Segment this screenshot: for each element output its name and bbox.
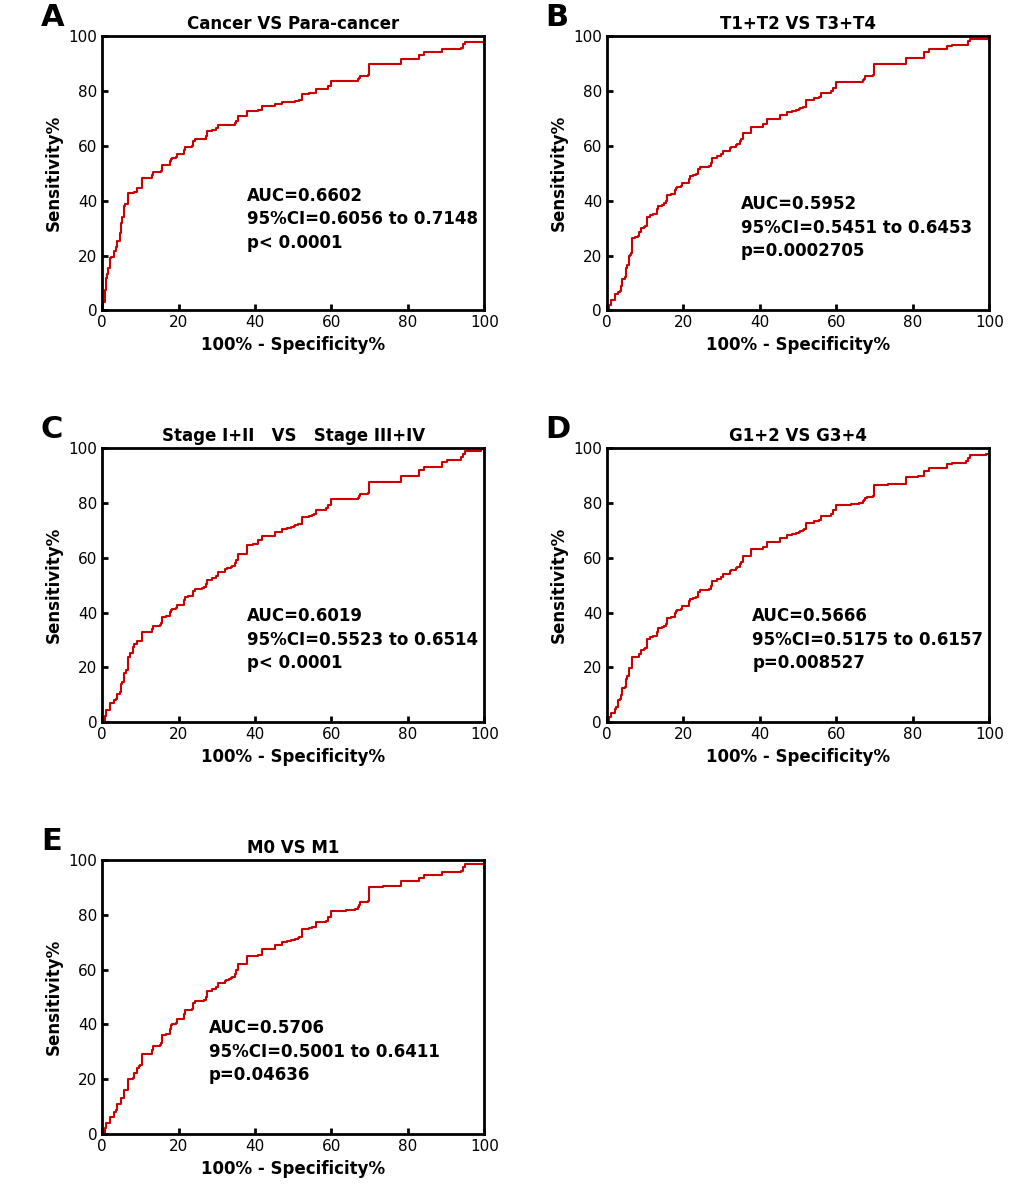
Y-axis label: Sensitivity%: Sensitivity% [45,527,62,644]
Text: AUC=0.5666
95%CI=0.5175 to 0.6157
p=0.008527: AUC=0.5666 95%CI=0.5175 to 0.6157 p=0.00… [752,607,982,672]
X-axis label: 100% - Specificity%: 100% - Specificity% [705,336,890,353]
Title: G1+2 VS G3+4: G1+2 VS G3+4 [729,426,866,445]
X-axis label: 100% - Specificity%: 100% - Specificity% [705,747,890,765]
Y-axis label: Sensitivity%: Sensitivity% [549,115,567,232]
Text: D: D [545,414,571,444]
Text: AUC=0.5952
95%CI=0.5451 to 0.6453
p=0.0002705: AUC=0.5952 95%CI=0.5451 to 0.6453 p=0.00… [740,195,971,260]
Text: A: A [41,2,64,32]
X-axis label: 100% - Specificity%: 100% - Specificity% [201,1159,385,1177]
Y-axis label: Sensitivity%: Sensitivity% [549,527,567,644]
Text: AUC=0.5706
95%CI=0.5001 to 0.6411
p=0.04636: AUC=0.5706 95%CI=0.5001 to 0.6411 p=0.04… [209,1018,439,1084]
Title: Cancer VS Para-cancer: Cancer VS Para-cancer [186,14,399,33]
Text: C: C [41,414,63,444]
X-axis label: 100% - Specificity%: 100% - Specificity% [201,336,385,353]
Title: M0 VS M1: M0 VS M1 [247,838,339,857]
Title: T1+T2 VS T3+T4: T1+T2 VS T3+T4 [719,14,875,33]
Text: B: B [545,2,569,32]
Text: AUC=0.6602
95%CI=0.6056 to 0.7148
p< 0.0001: AUC=0.6602 95%CI=0.6056 to 0.7148 p< 0.0… [248,186,478,252]
Text: E: E [41,826,61,856]
Title: Stage I+II   VS   Stage III+IV: Stage I+II VS Stage III+IV [162,426,424,445]
Y-axis label: Sensitivity%: Sensitivity% [45,938,62,1055]
Y-axis label: Sensitivity%: Sensitivity% [45,115,62,232]
Text: AUC=0.6019
95%CI=0.5523 to 0.6514
p< 0.0001: AUC=0.6019 95%CI=0.5523 to 0.6514 p< 0.0… [248,607,478,672]
X-axis label: 100% - Specificity%: 100% - Specificity% [201,747,385,765]
